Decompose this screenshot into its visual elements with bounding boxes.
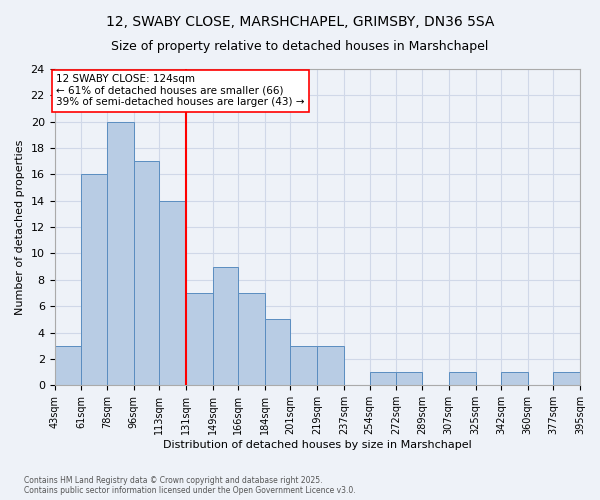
- Bar: [213, 266, 238, 385]
- Bar: [238, 293, 265, 385]
- X-axis label: Distribution of detached houses by size in Marshchapel: Distribution of detached houses by size …: [163, 440, 472, 450]
- Bar: [501, 372, 528, 385]
- Bar: [290, 346, 317, 385]
- Text: 12, SWABY CLOSE, MARSHCHAPEL, GRIMSBY, DN36 5SA: 12, SWABY CLOSE, MARSHCHAPEL, GRIMSBY, D…: [106, 15, 494, 29]
- Bar: [317, 346, 344, 385]
- Bar: [107, 122, 134, 385]
- Bar: [265, 320, 290, 385]
- Text: 12 SWABY CLOSE: 124sqm
← 61% of detached houses are smaller (66)
39% of semi-det: 12 SWABY CLOSE: 124sqm ← 61% of detached…: [56, 74, 305, 108]
- Bar: [55, 346, 82, 385]
- Bar: [397, 372, 422, 385]
- Y-axis label: Number of detached properties: Number of detached properties: [15, 140, 25, 315]
- Text: Size of property relative to detached houses in Marshchapel: Size of property relative to detached ho…: [112, 40, 488, 53]
- Bar: [159, 201, 186, 385]
- Bar: [553, 372, 580, 385]
- Bar: [82, 174, 107, 385]
- Bar: [186, 293, 213, 385]
- Bar: [134, 161, 159, 385]
- Text: Contains HM Land Registry data © Crown copyright and database right 2025.
Contai: Contains HM Land Registry data © Crown c…: [24, 476, 356, 495]
- Bar: [370, 372, 397, 385]
- Bar: [449, 372, 476, 385]
